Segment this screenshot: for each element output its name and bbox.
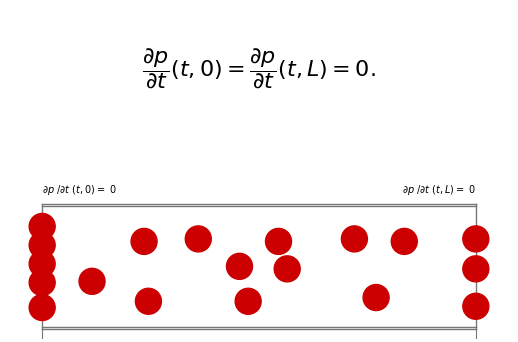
Text: $\partial p\ /\partial t\ (t,0){=}\ 0$: $\partial p\ /\partial t\ (t,0){=}\ 0$ <box>42 183 117 197</box>
Circle shape <box>29 269 55 295</box>
Circle shape <box>131 228 157 254</box>
Text: $\dfrac{\partial p}{\partial t}(t,0) = \dfrac{\partial p}{\partial t}(t, L) = 0.: $\dfrac{\partial p}{\partial t}(t,0) = \… <box>142 46 376 91</box>
Circle shape <box>185 226 211 252</box>
Circle shape <box>29 213 55 239</box>
Circle shape <box>363 285 389 311</box>
Text: $\partial p\ /\partial t\ (t,L){=}\ 0$: $\partial p\ /\partial t\ (t,L){=}\ 0$ <box>401 183 476 197</box>
Circle shape <box>266 228 292 254</box>
Circle shape <box>274 256 300 282</box>
Text: $x{=}0$: $x{=}0$ <box>42 340 71 342</box>
Circle shape <box>29 232 55 258</box>
Circle shape <box>463 293 489 319</box>
Circle shape <box>463 256 489 282</box>
Circle shape <box>226 253 252 279</box>
Circle shape <box>463 226 489 252</box>
Text: $x{=}L$: $x{=}L$ <box>448 340 476 342</box>
Circle shape <box>391 228 418 254</box>
Circle shape <box>29 251 55 277</box>
Circle shape <box>235 288 261 314</box>
Circle shape <box>341 226 367 252</box>
Circle shape <box>135 288 162 314</box>
Circle shape <box>29 294 55 320</box>
Circle shape <box>79 268 105 294</box>
